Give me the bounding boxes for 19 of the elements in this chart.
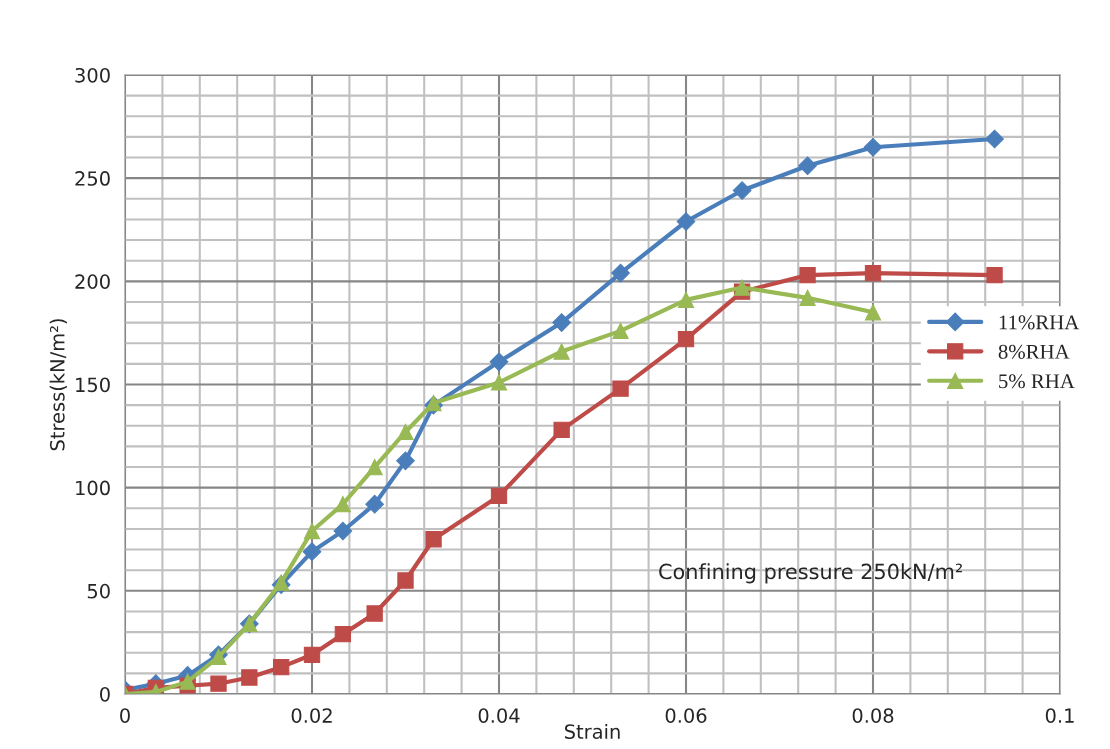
annotation: Confining pressure 250kN/m² bbox=[659, 563, 962, 584]
y-tick-label: 100 bbox=[76, 480, 110, 496]
y-tick-label: 200 bbox=[75, 274, 110, 289]
x-tick-label: 0.02 bbox=[291, 708, 332, 723]
y-axis-title: Stress(kN/m²) bbox=[49, 319, 67, 451]
x-axis-title: Strain bbox=[564, 723, 620, 739]
x-tick-label: 0.06 bbox=[665, 708, 707, 723]
x-tick-label: 0.04 bbox=[478, 708, 520, 723]
y-tick-label: 150 bbox=[76, 377, 110, 393]
y-tick-label: 50 bbox=[87, 583, 110, 599]
x-tick-label: 0 bbox=[120, 708, 130, 723]
legend-label: 11%RHA bbox=[999, 315, 1080, 330]
legend-label: 8%RHA bbox=[998, 344, 1070, 359]
legend-label: 5% RHA bbox=[999, 374, 1075, 389]
y-tick-label: 250 bbox=[75, 171, 110, 186]
x-tick-label: 0.08 bbox=[852, 708, 894, 723]
y-tick-label: 300 bbox=[75, 67, 110, 83]
y-tick-label: 0 bbox=[100, 686, 110, 702]
x-tick-label: 0.1 bbox=[1045, 708, 1074, 723]
